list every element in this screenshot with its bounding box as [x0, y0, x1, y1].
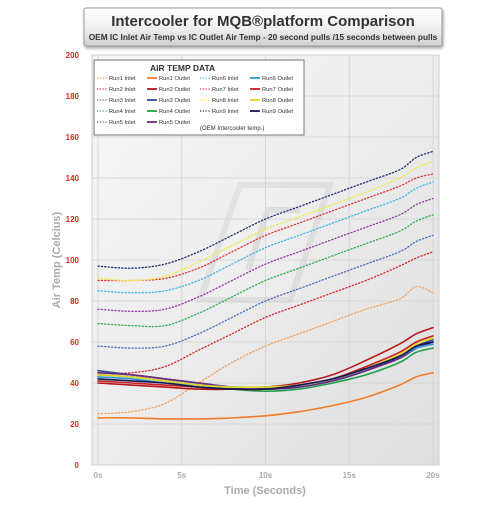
series-line-run9-outlet — [97, 341, 434, 391]
legend-label: Run7 Outlet — [262, 87, 293, 93]
legend-label: Run1 Inlet — [109, 76, 136, 82]
x-tick-label: 5s — [177, 471, 186, 480]
series-line-run1-outlet — [97, 372, 434, 420]
y-tick-label: 0 — [75, 461, 80, 470]
series-line-run6-inlet — [97, 181, 434, 294]
series-line-run7-inlet — [97, 173, 434, 282]
legend-label: Run4 Inlet — [109, 109, 136, 115]
legend-label: Run3 Inlet — [109, 98, 136, 104]
series-line-run2-outlet — [97, 326, 434, 391]
y-tick-label: 200 — [66, 51, 80, 60]
y-tick-label: 20 — [70, 420, 79, 429]
y-tick-label: 120 — [66, 215, 80, 224]
legend-label: Run6 Inlet — [212, 76, 239, 82]
legend-label: Run3 Outlet — [159, 98, 190, 104]
x-axis-title: Time (Seconds) — [224, 485, 306, 497]
legend-title: AIR TEMP DATA — [150, 63, 215, 73]
legend-label: Run7 Inlet — [212, 87, 239, 93]
x-axis: 0s 5s 10s 15s 20s — [94, 471, 441, 480]
legend-label: Run9 Inlet — [212, 109, 239, 115]
series-line-run5-inlet — [97, 197, 434, 312]
x-tick-label: 15s — [343, 471, 357, 480]
legend-label: Run2 Outlet — [159, 87, 190, 93]
chart-subtitle: OEM IC Inlet Air Temp vs IC Outlet Air T… — [89, 32, 438, 42]
y-tick-label: 60 — [70, 338, 79, 347]
y-tick-label: 80 — [70, 297, 79, 306]
legend-items: Run1 Inlet Run1 Outlet Run2 Inlet Run2 Outl… — [97, 76, 293, 126]
y-tick-label: 180 — [66, 92, 80, 101]
legend-label: Run2 Inlet — [109, 87, 136, 93]
y-tick-label: 140 — [66, 174, 80, 183]
legend-label: Run4 Outlet — [159, 109, 190, 115]
y-tick-label: 160 — [66, 133, 80, 142]
watermark-logo — [195, 182, 335, 303]
series-line-run2-inlet — [97, 251, 434, 374]
title-banner: Intercooler for MQB®platform Comparison … — [83, 7, 443, 47]
series-line-run8-outlet — [97, 337, 434, 389]
legend-label: Run8 Outlet — [262, 98, 293, 104]
series-line-run4-inlet — [97, 214, 434, 328]
y-axis-title: Air Temp (Celcius) — [51, 211, 63, 308]
legend-label: Run1 Outlet — [159, 76, 190, 82]
series-line-run1-inlet — [97, 285, 434, 415]
series-line-run5-outlet — [97, 341, 434, 390]
legend-label: Run5 Outlet — [159, 120, 190, 126]
legend-label: Run9 Outlet — [262, 109, 293, 115]
legend-label: Run6 Outlet — [262, 76, 293, 82]
y-tick-label: 40 — [70, 379, 79, 388]
legend-note: (OEM Intercooler temp.) — [200, 126, 264, 132]
x-tick-label: 0s — [94, 471, 103, 480]
x-tick-label: 10s — [259, 471, 273, 480]
y-tick-label: 100 — [66, 256, 80, 265]
series-layer — [97, 150, 434, 420]
legend: AIR TEMP DATA Run1 Inlet Run1 Outlet Run2 … — [93, 59, 305, 136]
legend-label: Run5 Inlet — [109, 120, 136, 126]
chart-title: Intercooler for MQB®platform Comparison — [111, 13, 415, 30]
legend-label: Run8 Inlet — [212, 98, 239, 104]
series-line-run9-inlet — [97, 150, 434, 269]
series-line-run3-inlet — [97, 234, 434, 349]
x-tick-label: 20s — [426, 471, 440, 480]
legend-box — [93, 59, 305, 136]
y-axis: 0 20 40 60 80 100 120 140 160 180 200 — [66, 51, 80, 470]
series-line-run8-inlet — [97, 160, 434, 282]
